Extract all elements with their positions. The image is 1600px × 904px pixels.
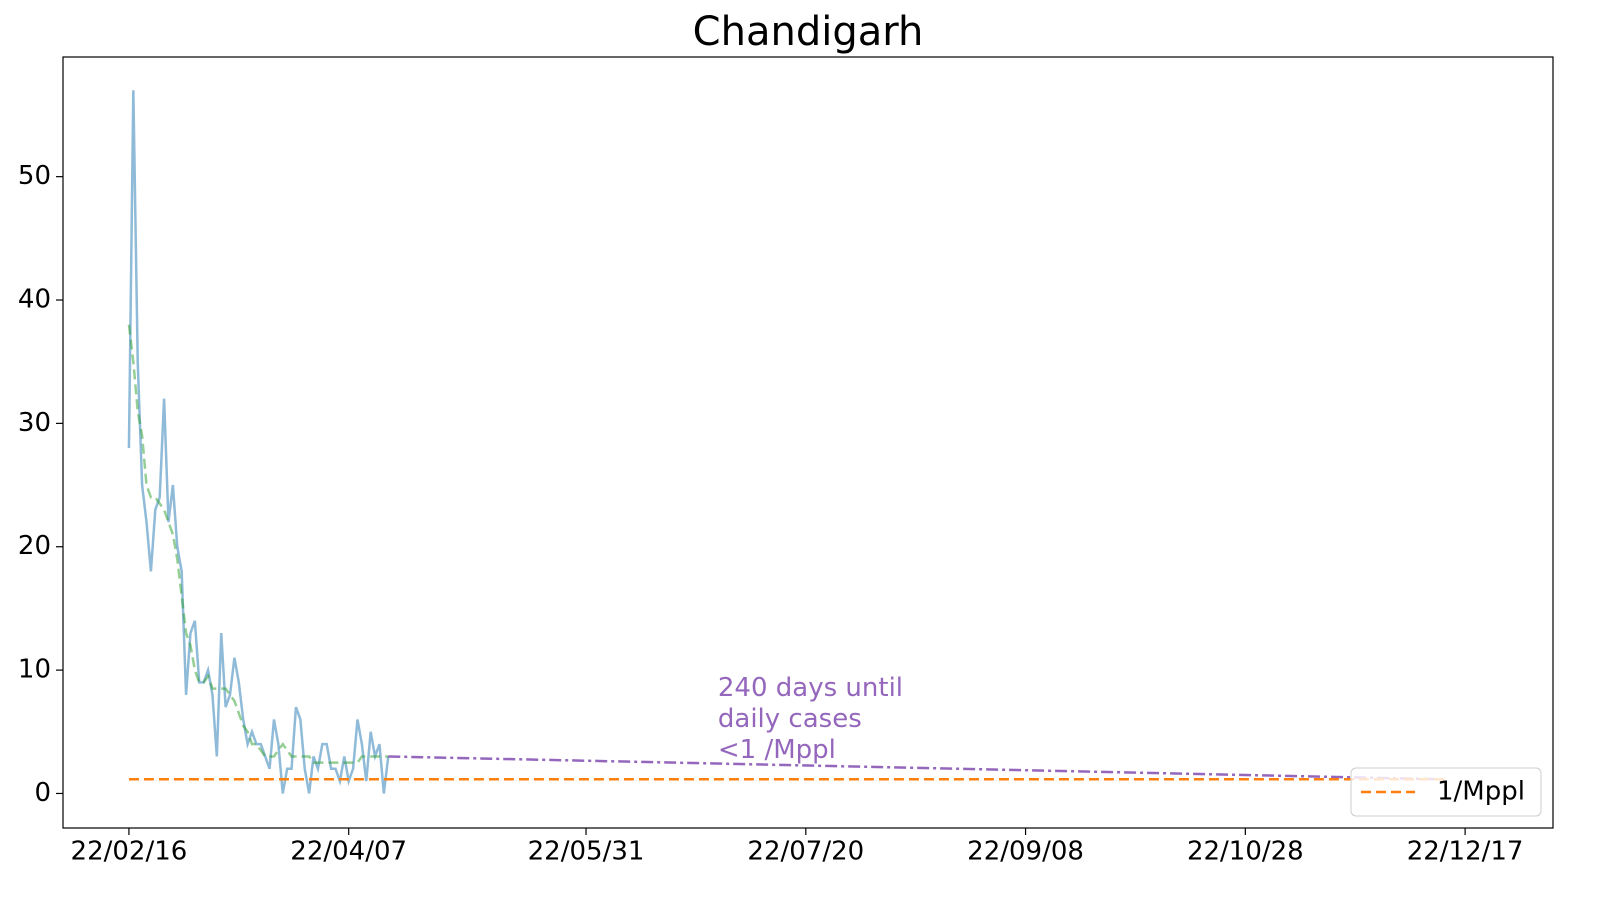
y-tick-label: 10 [18, 655, 51, 685]
x-tick-label: 22/09/08 [967, 837, 1084, 867]
data-line [127, 90, 390, 794]
annotation: daily cases [718, 704, 862, 734]
x-tick-label: 22/07/20 [747, 837, 864, 867]
x-tick-label: 22/04/07 [290, 837, 407, 867]
plot-frame [62, 56, 1554, 829]
annotation: 240 days until [718, 673, 903, 703]
y-tick-label: 0 [34, 778, 51, 808]
x-tick-label: 22/10/28 [1187, 837, 1304, 867]
y-tick-label: 50 [18, 161, 51, 191]
chart-title: Chandigarh [693, 9, 924, 55]
y-tick-label: 40 [18, 285, 51, 315]
data-line [127, 324, 389, 764]
data-line [388, 755, 1444, 781]
y-tick-label: 30 [18, 408, 51, 438]
x-tick-label: 22/05/31 [528, 837, 645, 867]
legend-label: 1/Mppl [1437, 777, 1525, 807]
x-tick-label: 22/12/17 [1407, 837, 1524, 867]
legend-box [1350, 767, 1542, 817]
y-tick-label: 20 [18, 531, 51, 561]
x-tick-label: 22/02/16 [71, 837, 188, 867]
annotation: <1 /Mppl [718, 735, 836, 765]
